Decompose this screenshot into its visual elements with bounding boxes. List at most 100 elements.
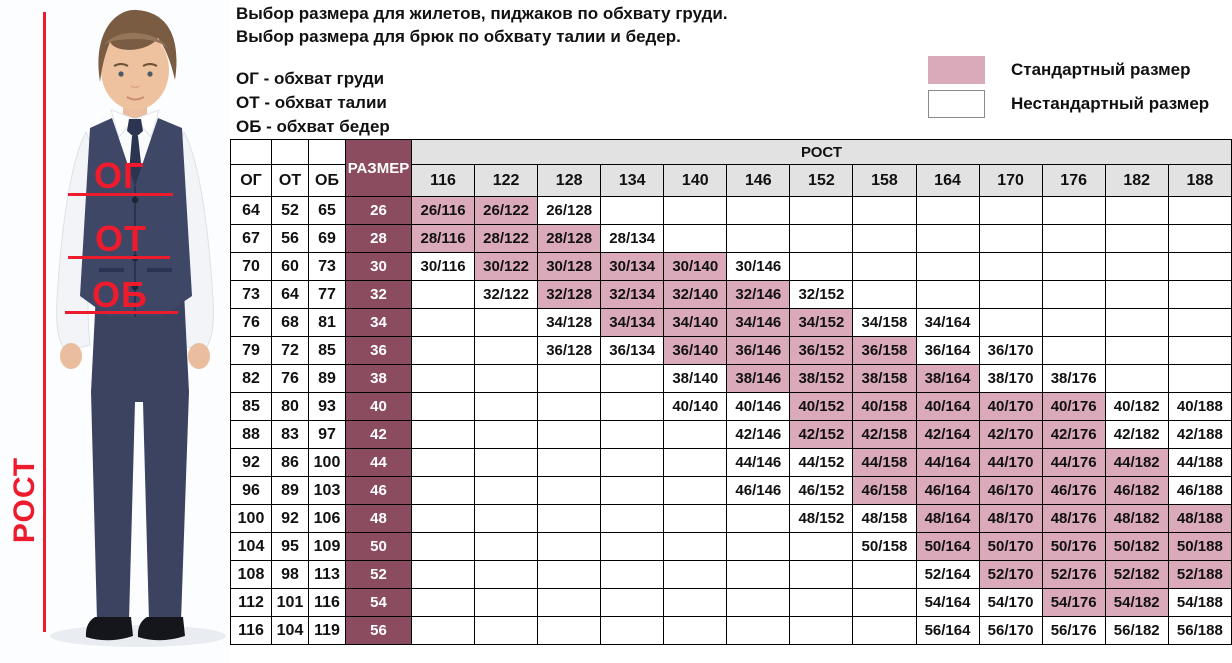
standard-size-cell-30-128: 30/128	[537, 252, 602, 281]
standard-size-cell-50-188: 50/188	[1167, 532, 1232, 561]
nonstandard-size-cell-40-140: 40/140	[663, 392, 728, 421]
empty-cell	[410, 364, 476, 393]
nonstandard-size-cell-52-164: 52/164	[915, 560, 980, 589]
empty-cell	[410, 336, 476, 365]
size-row-34: 76 68 81 34 34/128 34/134 34/140 34/146 34/152 34…	[230, 308, 1232, 337]
abbrev-chest: ОГ - обхват груди	[236, 69, 385, 88]
empty-cell	[1104, 252, 1169, 281]
legend-standard: Стандартный размер	[928, 55, 1209, 85]
empty-cell	[663, 588, 728, 617]
size-value: 56	[345, 616, 412, 645]
empty-cell	[663, 224, 728, 253]
height-header-182: 182	[1104, 164, 1169, 197]
empty-cell	[663, 196, 728, 225]
empty-cell	[789, 532, 854, 561]
standard-size-cell-26-122: 26/122	[474, 196, 539, 225]
standard-size-cell-48-182: 48/182	[1104, 504, 1169, 533]
header-spacer-og	[230, 139, 272, 165]
waist-value: 92	[271, 504, 309, 533]
chest-value: 76	[230, 308, 272, 337]
waist-value: 64	[271, 280, 309, 309]
empty-cell	[789, 196, 854, 225]
nonstandard-size-cell-36-128: 36/128	[537, 336, 602, 365]
standard-size-cell-44-170: 44/170	[978, 448, 1043, 477]
empty-cell	[978, 196, 1043, 225]
nonstandard-size-cell-36-170: 36/170	[978, 336, 1043, 365]
empty-cell	[663, 476, 728, 505]
nonstandard-size-cell-56-164: 56/164	[915, 616, 980, 645]
nonstandard-size-cell-38-140: 38/140	[663, 364, 728, 393]
chest-value: 92	[230, 448, 272, 477]
empty-cell	[410, 588, 476, 617]
empty-cell	[410, 392, 476, 421]
nonstandard-size-cell-40-182: 40/182	[1104, 392, 1169, 421]
empty-cell	[1104, 308, 1169, 337]
empty-cell	[474, 476, 539, 505]
empty-cell	[1104, 364, 1169, 393]
standard-size-cell-28-128: 28/128	[537, 224, 602, 253]
nonstandard-size-cell-34-158: 34/158	[852, 308, 917, 337]
empty-cell	[1167, 280, 1232, 309]
empty-cell	[978, 252, 1043, 281]
waist-value: 72	[271, 336, 309, 365]
standard-size-cell-30-134: 30/134	[600, 252, 665, 281]
waist-value: 68	[271, 308, 309, 337]
empty-cell	[600, 616, 665, 645]
standard-size-cell-38-152: 38/152	[789, 364, 854, 393]
size-value: 48	[345, 504, 412, 533]
hips-value: 119	[308, 616, 346, 645]
empty-cell	[600, 504, 665, 533]
chest-value: 67	[230, 224, 272, 253]
chest-value: 112	[230, 588, 272, 617]
empty-cell	[474, 448, 539, 477]
waist-value: 60	[271, 252, 309, 281]
empty-cell	[537, 616, 602, 645]
empty-cell	[852, 280, 917, 309]
nonstandard-size-cell-48-158: 48/158	[852, 504, 917, 533]
empty-cell	[663, 616, 728, 645]
chest-value: 116	[230, 616, 272, 645]
standard-size-swatch	[928, 56, 985, 84]
hips-value: 103	[308, 476, 346, 505]
standard-size-cell-38-158: 38/158	[852, 364, 917, 393]
size-value: 54	[345, 588, 412, 617]
empty-cell	[852, 196, 917, 225]
size-row-56: 116 104 119 56 56/164 56/170 56/176 56/182 56/18…	[230, 616, 1232, 645]
nonstandard-size-cell-44-146: 44/146	[726, 448, 791, 477]
standard-size-cell-40-158: 40/158	[852, 392, 917, 421]
empty-cell	[600, 420, 665, 449]
standard-size-cell-36-158: 36/158	[852, 336, 917, 365]
empty-cell	[726, 532, 791, 561]
standard-size-cell-44-182: 44/182	[1104, 448, 1169, 477]
empty-cell	[537, 504, 602, 533]
empty-cell	[600, 560, 665, 589]
nonstandard-size-cell-46-152: 46/152	[789, 476, 854, 505]
empty-cell	[726, 196, 791, 225]
nonstandard-size-cell-54-170: 54/170	[978, 588, 1043, 617]
empty-cell	[789, 588, 854, 617]
nonstandard-size-cell-50-158: 50/158	[852, 532, 917, 561]
nonstandard-size-cell-34-164: 34/164	[915, 308, 980, 337]
nonstandard-size-swatch	[928, 90, 985, 118]
nonstandard-size-cell-38-170: 38/170	[978, 364, 1043, 393]
nonstandard-size-cell-26-128: 26/128	[537, 196, 602, 225]
size-row-26: 64 52 65 26 26/116 26/122 26/128	[230, 196, 1232, 225]
empty-cell	[410, 616, 476, 645]
height-header-188: 188	[1167, 164, 1232, 197]
empty-cell	[410, 448, 476, 477]
empty-cell	[537, 476, 602, 505]
standard-size-cell-46-164: 46/164	[915, 476, 980, 505]
standard-size-cell-32-134: 32/134	[600, 280, 665, 309]
nonstandard-size-cell-32-152: 32/152	[789, 280, 854, 309]
hips-value: 93	[308, 392, 346, 421]
standard-size-cell-44-158: 44/158	[852, 448, 917, 477]
size-value: 32	[345, 280, 412, 309]
size-row-30: 70 60 73 30 30/116 30/122 30/128 30/134 30/140 30…	[230, 252, 1232, 281]
nonstandard-size-cell-44-188: 44/188	[1167, 448, 1232, 477]
empty-cell	[474, 420, 539, 449]
chest-label: ОГ	[94, 155, 145, 196]
size-value: 44	[345, 448, 412, 477]
empty-cell	[474, 308, 539, 337]
waist-value: 89	[271, 476, 309, 505]
standard-size-cell-54-182: 54/182	[1104, 588, 1169, 617]
